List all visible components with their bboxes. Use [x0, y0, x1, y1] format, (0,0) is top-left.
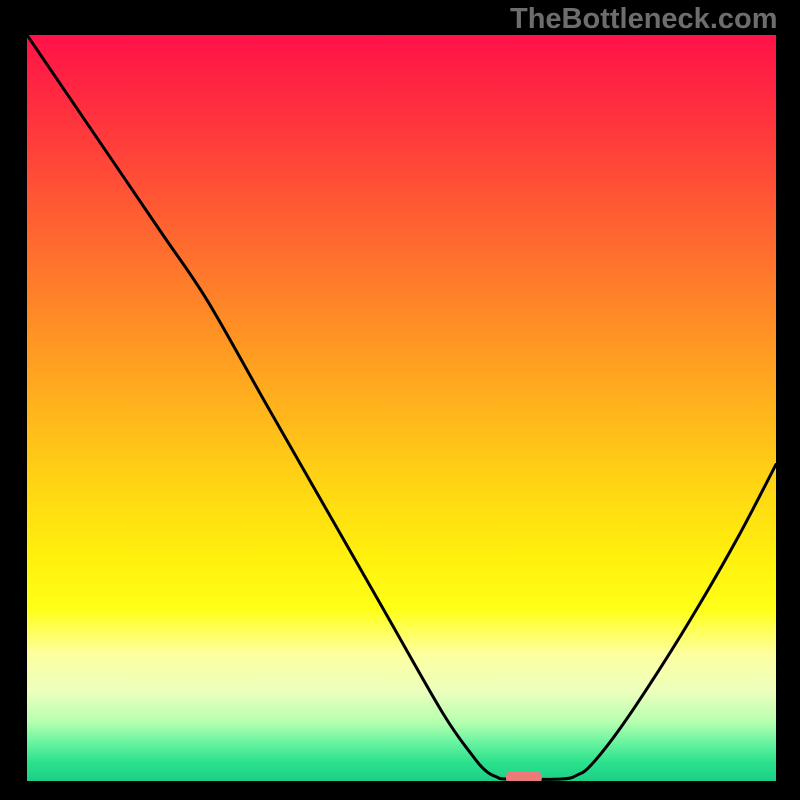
- minimum-marker: [506, 771, 542, 781]
- bottleneck-curve: [27, 35, 776, 781]
- chart-frame: [23, 31, 780, 785]
- curve-path: [27, 35, 776, 779]
